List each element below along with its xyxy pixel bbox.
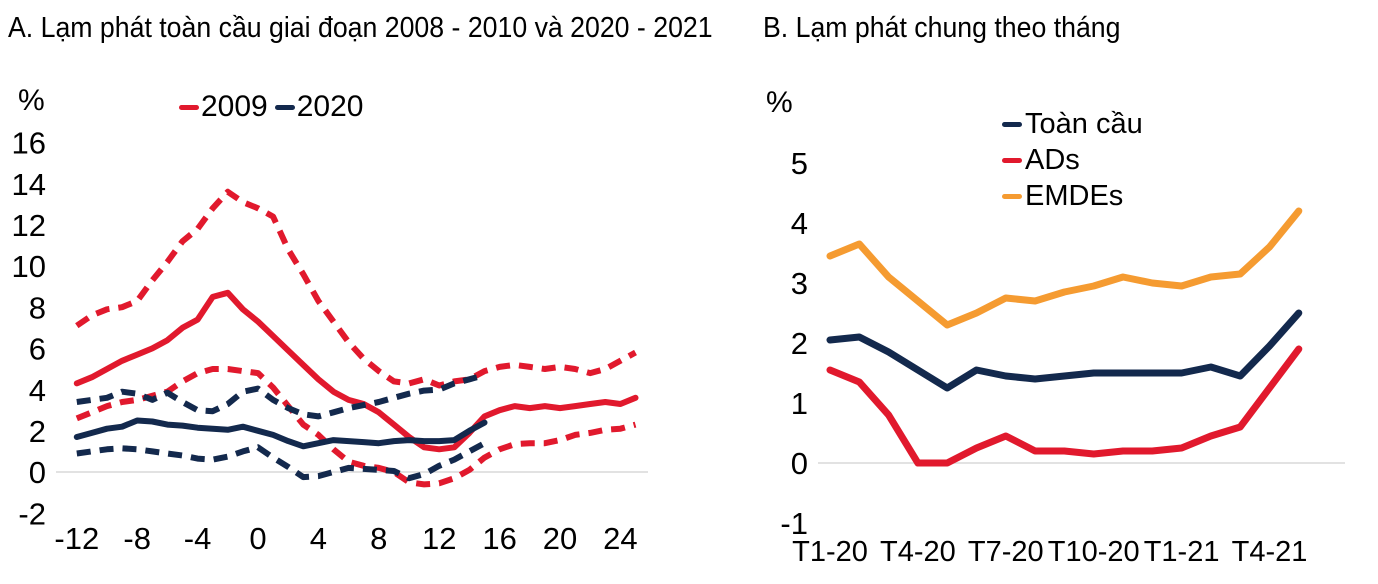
panel-A-series-2009-median	[73, 289, 639, 453]
panel-A-ytick-6: 6	[29, 332, 46, 367]
panel-A-xtick-16: 16	[482, 521, 516, 556]
legend-item-emdes: EMDEs	[1002, 180, 1124, 212]
legend-swatch-2009	[179, 104, 199, 110]
panel-B-xtick-T1-21: T1-21	[1144, 536, 1220, 568]
panel-A-series-2020-upper-band	[76, 372, 486, 420]
panel-A-series-2020-median	[73, 417, 488, 450]
panel-A-ytick-16: 16	[12, 126, 46, 161]
panel-B-series-ads-advanced-economies	[826, 345, 1303, 467]
panel-A-ytick-8: 8	[29, 290, 46, 325]
legend-swatch-emdes	[1002, 194, 1022, 199]
panel-A-series-2020-lower-band	[76, 440, 486, 482]
panel-A-ytick-12: 12	[12, 208, 46, 243]
panel-a-y-unit-label: %	[18, 84, 45, 117]
panel-B-ytick-3: 3	[791, 266, 808, 301]
panel-A-xtick-24: 24	[603, 521, 637, 556]
panel-A-xtick-20: 20	[543, 521, 577, 556]
panel-B-ytick-0: 0	[791, 446, 808, 481]
legend-label-2009: 2009	[201, 90, 268, 123]
panel-A-xtick-8: 8	[370, 521, 387, 556]
panel-A-xtick-4: 4	[310, 521, 327, 556]
legend-item-2009: 2009	[179, 90, 268, 124]
panel-a-legend: 2009 2020	[179, 90, 364, 124]
legend-label-emdes: EMDEs	[1025, 180, 1124, 212]
panel-A-ytick-10: 10	[12, 249, 46, 284]
panel-A-ytick-0: 0	[29, 455, 46, 490]
panel-B-xtick-T10-20: T10-20	[1048, 536, 1140, 568]
panel-B-xtick-T1-20: T1-20	[792, 536, 868, 568]
panel-B-ytick--1: -1	[780, 506, 808, 541]
panel-a-title: A. Lạm phát toàn cầu giai đoạn 2008 - 20…	[8, 12, 713, 44]
panel-b-y-unit-label: %	[766, 86, 793, 119]
panel-A-series-2009-lower-band	[75, 366, 637, 488]
panel-A-xtick--8: -8	[123, 521, 151, 556]
panel-B-series-toan-cau-global	[826, 309, 1303, 392]
legend-label-toan-cau: Toàn cầu	[1025, 108, 1143, 140]
panel-b-title: B. Lạm phát chung theo tháng	[763, 12, 1121, 44]
panel-A-ytick--2: -2	[18, 496, 46, 531]
panel-B-ytick-2: 2	[791, 326, 808, 361]
legend-item-ads: ADs	[1002, 144, 1080, 176]
panel-A-xtick--12: -12	[54, 521, 99, 556]
legend-item-2020: 2020	[274, 90, 364, 124]
panel-B-series-emdes-emerging-economies	[826, 207, 1303, 329]
panel-A-ytick-2: 2	[29, 414, 46, 449]
legend-swatch-ads	[1002, 158, 1022, 163]
panel-A-xtick--4: -4	[184, 521, 212, 556]
legend-swatch-toan-cau	[1002, 122, 1022, 127]
legend-label-2020: 2020	[296, 90, 364, 123]
panel-A-ytick-14: 14	[12, 167, 46, 202]
panel-A-series-2009-upper-band	[75, 188, 637, 389]
panel-B-ytick-5: 5	[791, 146, 808, 181]
legend-item-toan-cau: Toàn cầu	[1002, 108, 1143, 140]
panel-b-legend: Toàn cầu ADs EMDEs	[1002, 108, 1143, 212]
panel-B-xtick-T4-20: T4-20	[880, 536, 956, 568]
legend-label-ads: ADs	[1025, 144, 1080, 176]
legend-swatch-2020	[274, 104, 295, 110]
panel-A-xtick-0: 0	[249, 521, 266, 556]
panel-A-xtick-12: 12	[422, 521, 456, 556]
panel-B-ytick-1: 1	[791, 386, 808, 421]
panel-A-ytick-4: 4	[29, 373, 46, 408]
panel-B-xtick-T4-21: T4-21	[1232, 536, 1308, 568]
panel-B-xtick-T7-20: T7-20	[968, 536, 1044, 568]
panel-B-ytick-4: 4	[791, 206, 808, 241]
